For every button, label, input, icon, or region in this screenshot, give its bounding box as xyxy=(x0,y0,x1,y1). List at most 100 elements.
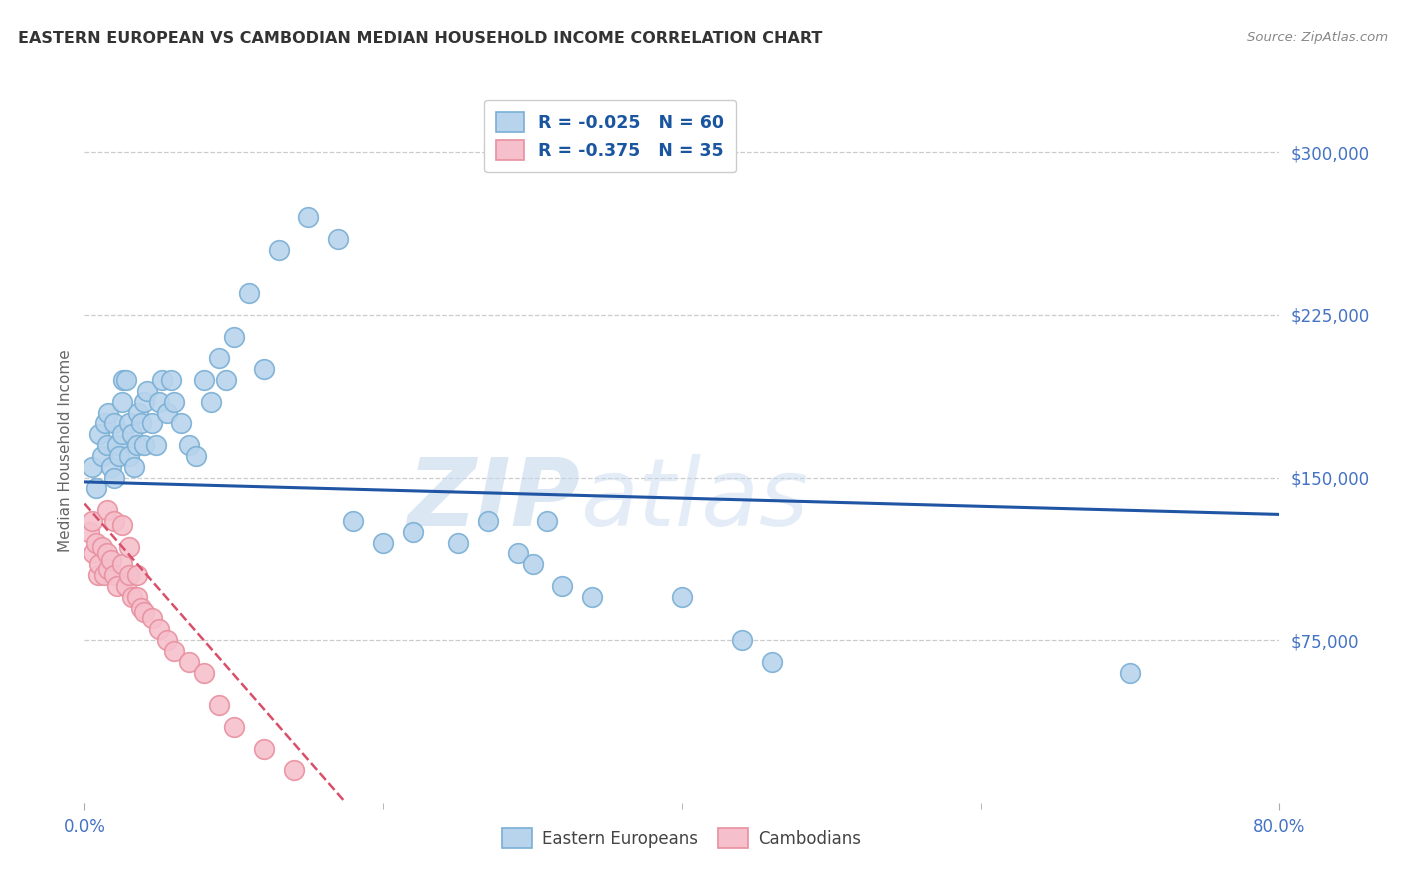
Point xyxy=(103,417,125,431)
Point xyxy=(170,417,193,431)
Point xyxy=(1119,665,1142,680)
Point xyxy=(342,514,364,528)
Point xyxy=(91,540,114,554)
Point xyxy=(132,605,156,619)
Point xyxy=(94,417,117,431)
Point xyxy=(100,553,122,567)
Point xyxy=(163,394,186,409)
Point xyxy=(186,449,208,463)
Point xyxy=(129,417,152,431)
Point xyxy=(328,232,350,246)
Legend: Eastern Europeans, Cambodians: Eastern Europeans, Cambodians xyxy=(496,822,868,855)
Point xyxy=(111,518,134,533)
Point xyxy=(536,514,558,528)
Point xyxy=(93,568,115,582)
Point xyxy=(208,698,231,713)
Point xyxy=(163,644,186,658)
Point xyxy=(89,558,111,572)
Point xyxy=(222,720,245,734)
Point xyxy=(283,764,305,778)
Point xyxy=(80,459,103,474)
Point xyxy=(115,579,138,593)
Point xyxy=(96,438,118,452)
Point xyxy=(97,405,120,419)
Point xyxy=(267,243,290,257)
Point xyxy=(731,633,754,648)
Point xyxy=(200,394,222,409)
Point xyxy=(177,438,200,452)
Point xyxy=(215,373,238,387)
Point xyxy=(177,655,200,669)
Point xyxy=(155,405,177,419)
Point xyxy=(111,427,134,442)
Point xyxy=(97,561,120,575)
Point xyxy=(86,535,108,549)
Point xyxy=(477,514,499,528)
Point xyxy=(111,558,134,572)
Point xyxy=(82,546,104,560)
Point xyxy=(155,633,177,648)
Point xyxy=(96,503,118,517)
Point xyxy=(148,623,170,637)
Point xyxy=(118,540,141,554)
Point xyxy=(150,373,173,387)
Point xyxy=(118,568,141,582)
Point xyxy=(107,449,129,463)
Point xyxy=(297,211,319,225)
Point xyxy=(148,394,170,409)
Point xyxy=(522,558,544,572)
Point xyxy=(402,524,425,539)
Point xyxy=(581,590,603,604)
Point xyxy=(121,427,143,442)
Point xyxy=(447,535,470,549)
Text: atlas: atlas xyxy=(581,454,808,545)
Point xyxy=(100,459,122,474)
Point xyxy=(121,590,143,604)
Point xyxy=(112,373,135,387)
Point xyxy=(105,579,128,593)
Point xyxy=(89,427,111,442)
Point xyxy=(103,470,125,484)
Point xyxy=(91,449,114,463)
Point xyxy=(253,741,276,756)
Point xyxy=(127,405,149,419)
Point xyxy=(132,438,156,452)
Point xyxy=(125,438,148,452)
Point xyxy=(122,459,145,474)
Point xyxy=(111,394,134,409)
Point xyxy=(253,362,276,376)
Point xyxy=(105,438,128,452)
Point xyxy=(80,514,103,528)
Point xyxy=(125,590,148,604)
Y-axis label: Median Household Income: Median Household Income xyxy=(58,349,73,552)
Point xyxy=(671,590,693,604)
Point xyxy=(115,373,138,387)
Text: ZIP: ZIP xyxy=(408,454,581,546)
Point xyxy=(193,373,215,387)
Point xyxy=(132,394,156,409)
Point xyxy=(136,384,159,398)
Point xyxy=(551,579,574,593)
Point xyxy=(145,438,167,452)
Point xyxy=(129,600,152,615)
Point xyxy=(193,665,215,680)
Point xyxy=(103,568,125,582)
Point xyxy=(222,329,245,343)
Point xyxy=(506,546,529,560)
Point xyxy=(87,568,110,582)
Point xyxy=(103,514,125,528)
Point xyxy=(160,373,183,387)
Text: EASTERN EUROPEAN VS CAMBODIAN MEDIAN HOUSEHOLD INCOME CORRELATION CHART: EASTERN EUROPEAN VS CAMBODIAN MEDIAN HOU… xyxy=(18,31,823,46)
Point xyxy=(373,535,395,549)
Point xyxy=(118,449,141,463)
Text: Source: ZipAtlas.com: Source: ZipAtlas.com xyxy=(1247,31,1388,45)
Point xyxy=(141,611,163,625)
Point xyxy=(761,655,783,669)
Point xyxy=(125,568,148,582)
Point xyxy=(118,417,141,431)
Point xyxy=(96,546,118,560)
Point xyxy=(77,524,100,539)
Point xyxy=(208,351,231,366)
Point xyxy=(86,482,108,496)
Point xyxy=(141,417,163,431)
